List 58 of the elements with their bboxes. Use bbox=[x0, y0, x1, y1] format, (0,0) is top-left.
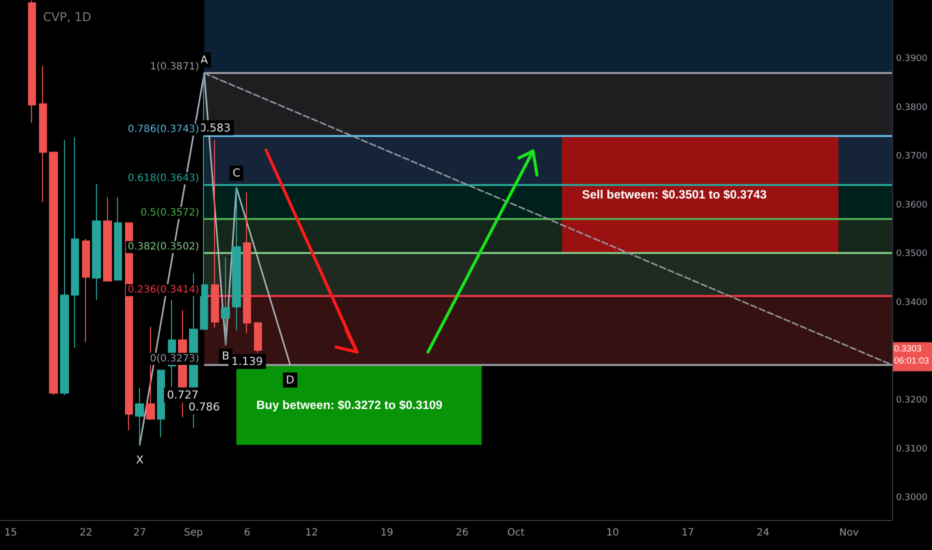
annotation: C bbox=[232, 166, 241, 180]
x-tick-label: Sep bbox=[184, 528, 203, 538]
ref-line-label: 0.786(0.3743) bbox=[128, 124, 200, 136]
band-label: Buy between: $0.3272 to $0.3109 bbox=[256, 398, 443, 412]
y-tick-label: 0.3200 bbox=[896, 395, 928, 406]
ref-line-label: 0(0.3273) bbox=[150, 353, 200, 364]
y-tick-label: 0.3100 bbox=[896, 444, 928, 454]
x-tick-label: 26 bbox=[456, 528, 468, 538]
text: 0.3303 bbox=[894, 344, 922, 354]
candlestick bbox=[71, 136, 79, 348]
candlestick bbox=[211, 140, 219, 328]
ref-line-label: 0.5(0.3572) bbox=[140, 208, 200, 219]
x-tick-label: Nov bbox=[839, 528, 859, 538]
candlestick bbox=[49, 152, 58, 396]
annotation: A bbox=[200, 54, 208, 66]
candlestick bbox=[92, 183, 101, 300]
candlestick bbox=[103, 196, 112, 282]
candlestick bbox=[60, 140, 69, 396]
text: CVP, 1D bbox=[43, 10, 92, 24]
candlestick bbox=[243, 192, 251, 334]
candlestick bbox=[157, 370, 165, 438]
candlestick bbox=[221, 256, 230, 346]
candlestick bbox=[114, 196, 122, 280]
x-tick-label: 17 bbox=[681, 528, 694, 538]
y-tick-label: 0.3700 bbox=[896, 152, 928, 162]
ref-line-label: 0.382(0.3502) bbox=[128, 242, 200, 253]
candlestick bbox=[39, 65, 47, 202]
y-tick-label: 0.3400 bbox=[896, 298, 928, 308]
y-tick-label: 0.3600 bbox=[896, 200, 928, 210]
candlestick bbox=[28, 0, 36, 124]
x-tick-label: 12 bbox=[305, 528, 318, 538]
y-tick-label: 0.3000 bbox=[896, 493, 928, 504]
y-tick-label: 0.3500 bbox=[896, 249, 928, 260]
annotation: X bbox=[136, 454, 144, 466]
ref-line-label: 1(0.3871) bbox=[150, 62, 200, 73]
y-tick-label: 0.3900 bbox=[896, 54, 928, 64]
annotation: 0.786 bbox=[188, 400, 220, 414]
x-tick-label: 24 bbox=[756, 528, 770, 538]
x-tick-label: 22 bbox=[80, 528, 92, 538]
x-tick-label: Oct bbox=[507, 528, 525, 538]
candlestick bbox=[82, 238, 90, 342]
annotation: D bbox=[286, 374, 294, 386]
y-tick-label: 0.3800 bbox=[896, 102, 928, 113]
candlestick bbox=[254, 322, 262, 354]
x-tick-label: 10 bbox=[606, 528, 619, 538]
x-tick-label: 19 bbox=[380, 528, 394, 538]
ref-line-label: 0.236(0.3414) bbox=[128, 284, 200, 296]
x-tick-label: 6 bbox=[244, 528, 250, 538]
x-tick-label: 27 bbox=[133, 528, 146, 538]
candlestick bbox=[135, 387, 144, 446]
annotation: 0.727 bbox=[166, 388, 198, 402]
annotation: 1.139 bbox=[231, 354, 263, 368]
x-tick-label: 15 bbox=[4, 528, 18, 538]
band-label: Sell between: $0.3501 to $0.3743 bbox=[582, 188, 768, 202]
ref-line-label: 0.618(0.3643) bbox=[128, 172, 200, 184]
annotation: B bbox=[222, 350, 230, 363]
text: 06:01:03 bbox=[894, 356, 930, 366]
candlestick bbox=[232, 187, 241, 331]
